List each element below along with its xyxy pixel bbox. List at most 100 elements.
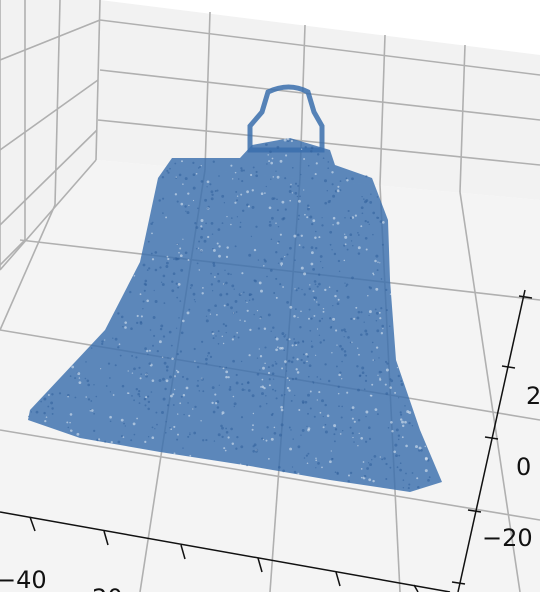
scatter-point — [286, 377, 289, 380]
scatter-point — [147, 395, 150, 398]
scatter-point — [259, 316, 263, 319]
scatter-point — [205, 439, 208, 442]
scatter-point — [424, 469, 428, 473]
scatter-point — [171, 280, 174, 283]
scatter-point — [206, 207, 209, 210]
scatter-point — [206, 355, 209, 357]
scatter-point — [293, 394, 296, 397]
scatter-point — [397, 374, 401, 378]
scatter-point — [339, 344, 342, 348]
scatter-point — [282, 217, 286, 220]
scatter-point — [274, 361, 276, 363]
scatter-point — [365, 175, 368, 178]
scatter-point — [50, 401, 54, 405]
scatter-point — [241, 383, 244, 386]
scatter-point — [264, 192, 266, 194]
scatter-point — [322, 415, 324, 418]
scatter-point — [230, 427, 233, 431]
scatter-point — [275, 397, 278, 400]
scatter-point — [365, 374, 368, 377]
scatter-point — [359, 374, 362, 377]
scatter-point — [295, 308, 297, 310]
scatter-point — [256, 309, 259, 312]
scatter-point — [379, 317, 382, 320]
scatter-point — [144, 347, 147, 350]
scatter-point — [205, 222, 207, 225]
scatter-point — [368, 286, 371, 288]
scatter-point — [367, 221, 369, 224]
scatter-point — [210, 197, 214, 201]
scatter-point — [272, 378, 275, 380]
scatter-point — [163, 361, 167, 365]
scatter-point — [261, 437, 264, 440]
scatter-point — [265, 185, 267, 188]
scatter-point — [345, 331, 347, 333]
scatter-point — [283, 138, 287, 142]
scatter-point — [332, 224, 334, 226]
scatter-point — [184, 177, 188, 181]
scatter-point — [192, 408, 194, 410]
scatter-point — [200, 219, 204, 222]
scatter-point — [397, 438, 400, 441]
scatter-point — [225, 370, 229, 374]
scatter-point — [333, 433, 336, 436]
scatter-point — [386, 362, 389, 365]
scatter-point — [195, 172, 198, 175]
scatter-point — [267, 371, 271, 375]
scatter-point — [341, 378, 343, 380]
scatter-point — [339, 189, 342, 192]
scatter-point — [176, 370, 180, 374]
scatter-point — [357, 418, 361, 422]
scatter-point — [58, 392, 62, 395]
y-tick-label: 0 — [516, 453, 531, 481]
scatter-point — [350, 317, 353, 321]
scatter-point — [226, 303, 230, 306]
scatter-point — [292, 356, 295, 359]
scatter-point — [233, 402, 237, 406]
scatter-point — [174, 257, 178, 261]
scatter-point — [322, 339, 326, 342]
scatter-point — [300, 234, 303, 237]
scatter-point — [212, 337, 215, 340]
scatter-point — [305, 353, 308, 356]
scatter-point — [268, 378, 271, 381]
scatter-point — [225, 427, 227, 430]
scatter-point — [313, 280, 317, 283]
scatter-point — [282, 469, 285, 473]
scatter-point — [270, 161, 273, 165]
scatter-point — [335, 365, 338, 368]
scatter-point — [173, 425, 176, 428]
scatter-point — [225, 366, 228, 369]
scatter-point — [192, 161, 195, 164]
scatter-point — [129, 290, 132, 294]
scatter-point — [176, 200, 179, 203]
scatter-point — [184, 205, 187, 208]
scatter-point — [235, 447, 238, 450]
scatter-point — [235, 190, 238, 193]
scatter-point — [153, 334, 156, 337]
scatter-point — [384, 360, 388, 363]
scatter-point — [369, 201, 373, 204]
scatter-point — [144, 283, 148, 286]
scatter-point — [181, 319, 185, 323]
scatter-point — [207, 308, 211, 312]
scatter-point — [281, 332, 285, 336]
y-tick-label: −20 — [482, 524, 533, 552]
scatter-point — [313, 296, 316, 299]
scatter-point — [272, 176, 275, 178]
scatter-point — [364, 379, 368, 383]
scatter-point — [69, 375, 72, 377]
scatter-point — [182, 238, 184, 240]
scatter-point — [380, 307, 383, 310]
scatter-point — [357, 252, 361, 255]
scatter-point — [216, 242, 219, 245]
scatter-point — [180, 202, 184, 206]
scatter-point — [277, 346, 279, 348]
scatter-point — [147, 353, 149, 355]
scatter-point — [173, 452, 176, 455]
scatter-point — [385, 368, 389, 372]
scatter-point — [286, 386, 290, 390]
scatter-point — [174, 162, 177, 165]
scatter-point — [171, 357, 174, 360]
x-tick-mark — [29, 516, 36, 532]
